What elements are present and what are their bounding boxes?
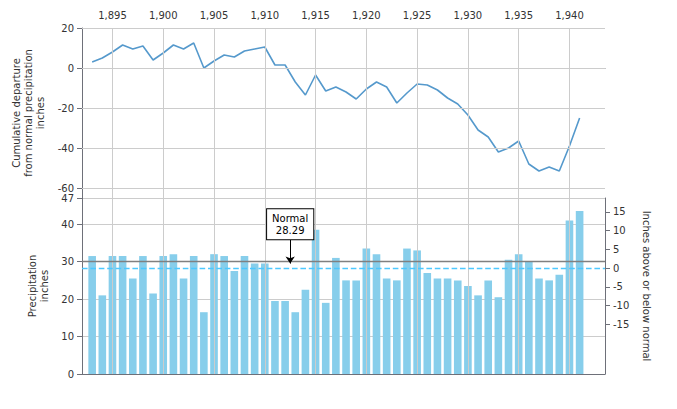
svg-text:-15: -15 [613,319,629,330]
svg-text:1,910: 1,910 [250,10,279,21]
svg-text:10: 10 [61,331,74,342]
svg-text:0: 0 [68,63,74,74]
svg-text:0: 0 [68,369,74,380]
svg-text:inches: inches [35,97,46,129]
svg-text:Inches above or below normal: Inches above or below normal [641,211,652,362]
svg-text:40: 40 [61,219,74,230]
svg-text:-40: -40 [58,143,74,154]
svg-text:Cumulative departure: Cumulative departure [11,58,22,168]
svg-text:1,920: 1,920 [352,10,381,21]
svg-text:0: 0 [613,263,619,274]
svg-text:-60: -60 [57,182,74,194]
svg-text:1,935: 1,935 [504,10,533,21]
svg-text:inches: inches [39,270,50,302]
svg-text:-10: -10 [613,300,629,311]
svg-text:1,895: 1,895 [98,10,127,21]
svg-text:-20: -20 [58,103,74,114]
svg-text:-5: -5 [613,281,623,292]
svg-text:1,915: 1,915 [301,10,330,21]
svg-text:20: 20 [61,294,74,305]
svg-text:28.29: 28.29 [276,225,305,236]
svg-text:20: 20 [61,23,74,34]
svg-text:1,900: 1,900 [149,10,178,21]
svg-text:from normal precipitation: from normal precipitation [23,49,34,177]
svg-text:10: 10 [613,225,626,236]
svg-text:1,940: 1,940 [555,10,584,21]
svg-text:30: 30 [61,256,74,267]
svg-text:15: 15 [613,206,626,217]
svg-text:47: 47 [61,193,74,204]
svg-text:1,925: 1,925 [403,10,432,21]
svg-text:1,930: 1,930 [454,10,483,21]
svg-text:Precipitation: Precipitation [27,255,38,318]
svg-text:Normal: Normal [272,213,308,224]
svg-text:5: 5 [613,244,619,255]
svg-text:1,905: 1,905 [200,10,229,21]
